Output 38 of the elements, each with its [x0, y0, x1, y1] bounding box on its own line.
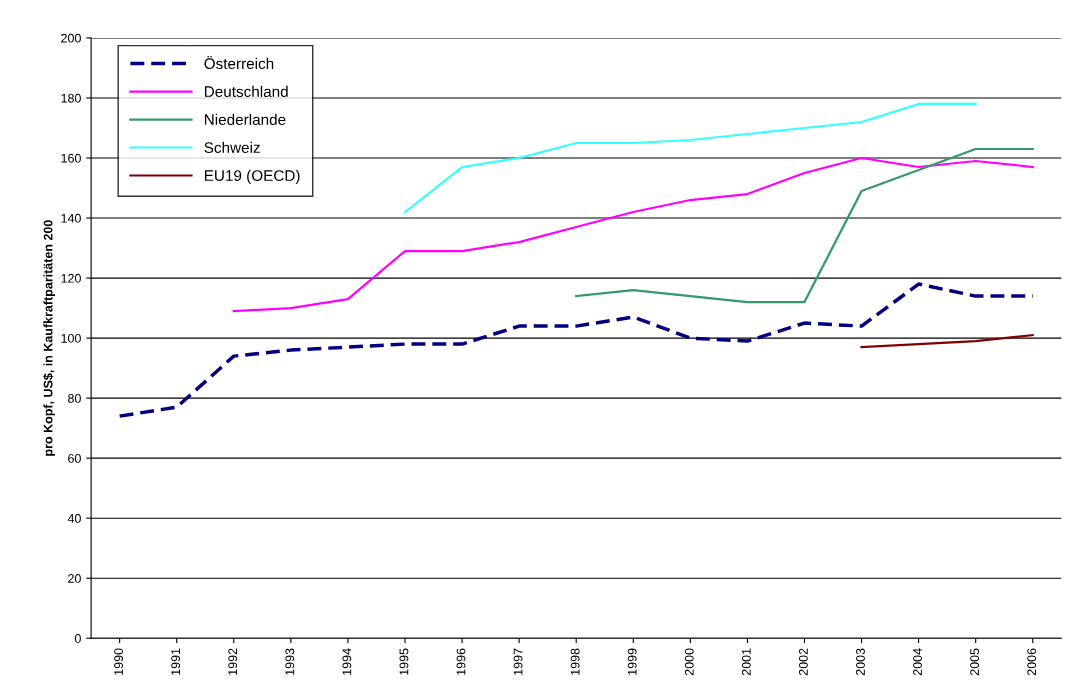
- x-tick-label: 1990: [114, 648, 124, 675]
- x-tick-label: 1992: [228, 648, 238, 675]
- legend-label: Schweiz: [204, 141, 260, 154]
- x-tick-label: 1998: [570, 648, 580, 675]
- y-tick-label: 80: [68, 393, 81, 403]
- x-tick-label: 2002: [798, 648, 808, 676]
- x-tick-label: 2005: [970, 648, 980, 676]
- y-tick-label: 100: [61, 333, 81, 343]
- legend-label: Niederlande: [204, 113, 286, 126]
- x-tick-label: 2004: [913, 648, 922, 676]
- legend-label: EU19 (OECD): [204, 169, 300, 185]
- y-tick-label: 120: [61, 273, 81, 283]
- legend-label: Deutschland: [204, 85, 288, 98]
- y-tick-label: 180: [61, 93, 81, 103]
- y-tick-label: 40: [67, 513, 81, 523]
- line-series: [117, 282, 1035, 418]
- x-tick-label: 1995: [399, 648, 409, 675]
- x-tick-label: 2006: [1027, 648, 1037, 676]
- x-tick-label: 1996: [456, 648, 466, 675]
- y-tick-label: 0: [74, 634, 81, 643]
- x-tick-label: 1993: [285, 648, 295, 675]
- x-tick-label: 1997: [513, 648, 523, 675]
- line-series: [575, 147, 1034, 304]
- y-axis-title: pro Kopf, US$, in Kaufkraftparitäten 200: [43, 220, 55, 456]
- y-tick-label: 20: [68, 574, 81, 583]
- line-series: [403, 102, 977, 214]
- y-tick-label: 140: [61, 213, 81, 223]
- x-tick-label: 1999: [627, 648, 637, 675]
- x-tick-label: 2001: [741, 648, 751, 676]
- x-tick-label: 1991: [171, 648, 181, 675]
- legend-label: Österreich: [204, 56, 274, 70]
- x-tick-label: 2003: [856, 648, 865, 676]
- y-tick-label: 160: [61, 153, 81, 163]
- x-tick-label: 1994: [342, 648, 352, 675]
- line-series: [860, 333, 1034, 349]
- x-tick-label: 2000: [684, 648, 694, 676]
- y-tick-label: 60: [68, 453, 81, 463]
- y-tick-label: 200: [61, 33, 81, 43]
